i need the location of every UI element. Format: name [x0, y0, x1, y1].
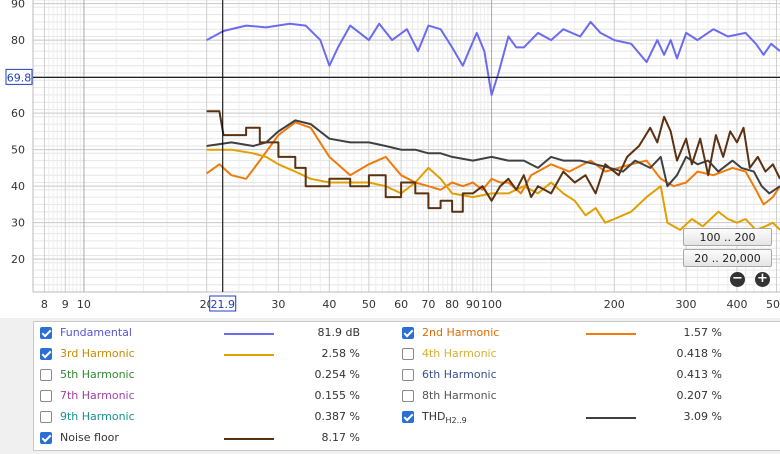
x-tick-label: 500: [766, 298, 780, 311]
zoom-in-icon[interactable]: +: [755, 272, 770, 287]
series-layer: [206, 20, 780, 231]
legend-value: 81.9 dB: [317, 326, 360, 339]
legend-label: 7th Harmonic: [60, 389, 135, 402]
x-tick-label: 90: [466, 298, 480, 311]
legend-row: 5th Harmonic 0.254 %: [34, 365, 394, 385]
legend-checkbox[interactable]: [40, 411, 52, 423]
legend-value: 0.413 %: [676, 368, 722, 381]
legend-swatch: [586, 417, 636, 419]
legend-label: 6th Harmonic: [422, 368, 497, 381]
legend-checkbox[interactable]: [402, 327, 414, 339]
legend-row: 3rd Harmonic 2.58 %: [34, 344, 394, 364]
legend-checkbox[interactable]: [402, 369, 414, 381]
x-tick-label: 60: [394, 298, 408, 311]
x-tick-label: 400: [726, 298, 747, 311]
legend-row: 6th Harmonic 0.413 %: [396, 365, 756, 385]
x-tick-label: 30: [271, 298, 285, 311]
legend-value: 0.155 %: [314, 389, 360, 402]
legend-swatch: [224, 354, 274, 356]
series-line-2nd-harmonic: [206, 121, 780, 206]
x-tick-label: 40: [322, 298, 336, 311]
y-tick-label: 40: [11, 180, 25, 193]
legend-value: 0.254 %: [314, 368, 360, 381]
legend-checkbox[interactable]: [40, 369, 52, 381]
legend-value: 0.207 %: [676, 389, 722, 402]
legend-value: 8.17 %: [321, 431, 360, 444]
x-tick-label: 10: [77, 298, 91, 311]
legend-label: 4th Harmonic: [422, 347, 497, 360]
legend-checkbox[interactable]: [402, 390, 414, 402]
legend-row: 7th Harmonic 0.155 %: [34, 386, 394, 406]
legend-panel: Fundamental 81.9 dB 3rd Harmonic 2.58 % 5th …: [33, 321, 780, 451]
legend-label: Fundamental: [60, 326, 132, 339]
cursor-y-box: [5, 68, 33, 85]
legend-checkbox[interactable]: [402, 411, 414, 423]
x-tick-label: 80: [445, 298, 459, 311]
series-line-fundamental: [206, 20, 780, 96]
legend-value: 2.58 %: [321, 347, 360, 360]
legend-label: 2nd Harmonic: [422, 326, 500, 339]
legend-value: 3.09 %: [683, 410, 722, 423]
series-line-noise-floor: [206, 110, 780, 213]
legend-swatch: [224, 333, 274, 335]
x-tick-label: 300: [676, 298, 697, 311]
distortion-plot[interactable]: 20 30 40 50 60 80 90 8 9 10 20 30 40 50 60 70 80 90 100 200…: [0, 0, 780, 318]
legend-label: THDH2..9: [422, 410, 467, 426]
legend-row: 4th Harmonic 0.418 %: [396, 344, 756, 364]
legend-label-sub: H2..9: [445, 416, 467, 426]
legend-label: 9th Harmonic: [60, 410, 135, 423]
legend-row: THDH2..9 3.09 %: [396, 407, 756, 427]
x-tick-label: 70: [421, 298, 435, 311]
minor-grid: [33, 0, 780, 293]
legend-label: Noise floor: [60, 431, 119, 444]
legend-label: 3rd Harmonic: [60, 347, 135, 360]
legend-value: 0.418 %: [676, 347, 722, 360]
y-tick-label: 80: [11, 34, 25, 47]
x-tick-label: 50: [362, 298, 376, 311]
x-tick-label: 100: [481, 298, 502, 311]
zoom-out-icon[interactable]: −: [730, 272, 745, 287]
legend-label: 5th Harmonic: [60, 368, 135, 381]
y-tick-label: 50: [11, 144, 25, 157]
legend-value: 0.387 %: [314, 410, 360, 423]
legend-row: 8th Harmonic 0.207 %: [396, 386, 756, 406]
x-tick-label: 200: [604, 298, 625, 311]
legend-checkbox[interactable]: [402, 348, 414, 360]
x-tick-label: 9: [62, 298, 69, 311]
range-100-200-button[interactable]: 100 .. 200: [683, 228, 772, 246]
cursor-layer: [33, 0, 780, 292]
cursor-x-label: 21.9: [210, 298, 235, 311]
cursor-x-box: [209, 295, 237, 312]
legend-value: 1.57 %: [683, 326, 722, 339]
legend-row: 9th Harmonic 0.387 %: [34, 407, 394, 427]
legend-swatch: [586, 333, 636, 335]
legend-row: 2nd Harmonic 1.57 %: [396, 323, 756, 343]
y-tick-label: 20: [11, 253, 25, 266]
cursor-y-label: 69.8: [7, 71, 32, 84]
legend-checkbox[interactable]: [40, 327, 52, 339]
legend-label: 8th Harmonic: [422, 389, 497, 402]
legend-checkbox[interactable]: [40, 390, 52, 402]
y-tick-label: 90: [11, 0, 25, 11]
legend-row: Fundamental 81.9 dB: [34, 323, 394, 343]
legend-swatch: [224, 438, 274, 440]
range-20-20000-button[interactable]: 20 .. 20,000: [683, 249, 772, 267]
legend-checkbox[interactable]: [40, 432, 52, 444]
y-tick-label: 60: [11, 107, 25, 120]
x-tick-label: 8: [41, 298, 48, 311]
legend-row: Noise floor 8.17 %: [34, 428, 394, 448]
legend-checkbox[interactable]: [40, 348, 52, 360]
y-tick-label: 30: [11, 217, 25, 230]
